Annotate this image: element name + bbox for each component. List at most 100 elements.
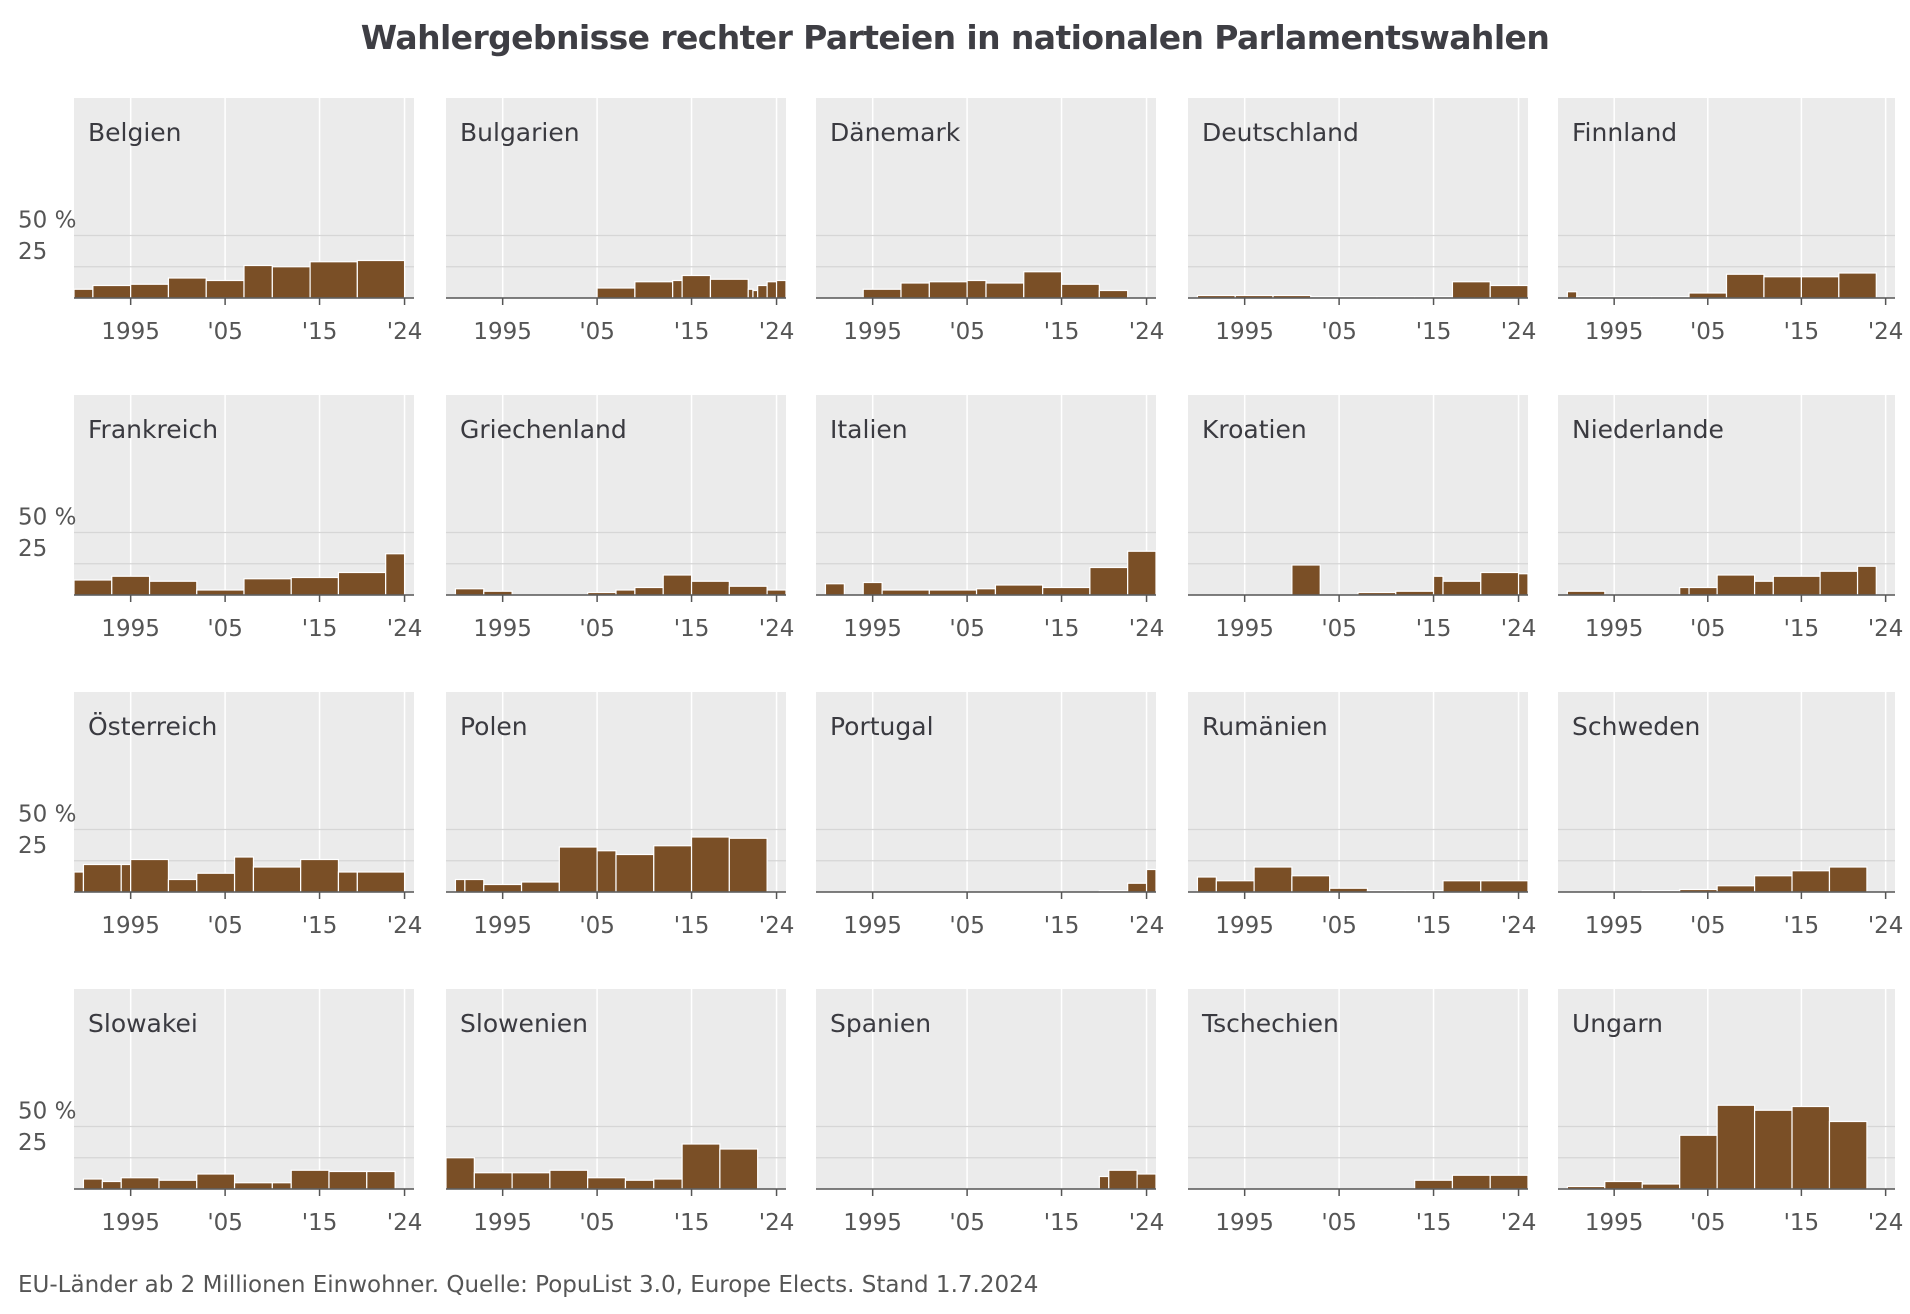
bar	[1856, 565, 1877, 596]
x-tick-label: '24	[1868, 319, 1904, 345]
bar	[1089, 566, 1129, 596]
bar	[1489, 284, 1529, 299]
x-tick-label: '05	[579, 319, 615, 345]
x-tick-label: '15	[1416, 319, 1452, 345]
panel-title: Ungarn	[1572, 1009, 1663, 1038]
panel-title: Schweden	[1572, 712, 1700, 741]
x-tick-label: 1995	[1585, 913, 1644, 939]
x-tick-label: '24	[387, 319, 423, 345]
bar	[290, 576, 340, 596]
bar	[205, 279, 245, 299]
bar	[233, 856, 255, 893]
bar	[1489, 1174, 1529, 1190]
bar	[1215, 880, 1255, 893]
x-tick-label: '15	[1784, 319, 1820, 345]
bar	[73, 871, 85, 893]
bar	[1679, 1134, 1718, 1190]
x-tick-label: '24	[1129, 616, 1165, 642]
bar	[167, 277, 207, 299]
x-tick-label: '24	[1868, 913, 1904, 939]
bar	[73, 288, 94, 299]
bar	[1828, 866, 1868, 893]
bar	[624, 1179, 655, 1190]
bar	[1136, 1173, 1157, 1190]
x-tick-label: 1995	[473, 319, 532, 345]
bar	[1127, 882, 1148, 893]
bar	[148, 580, 198, 596]
bar	[366, 1170, 396, 1190]
x-tick-label: '24	[387, 616, 423, 642]
bar	[775, 279, 787, 299]
bar	[1432, 575, 1444, 596]
bar	[328, 1170, 368, 1190]
x-tick-label: '24	[1868, 616, 1904, 642]
bar	[985, 282, 1025, 299]
panel-niederlande: 1995 '05 '15 '24 Niederlande	[1558, 395, 1903, 642]
panel-ungarn: 1995 '05 '15 '24 Ungarn	[1558, 989, 1903, 1236]
bar	[120, 1177, 160, 1190]
x-tick-label: '05	[1690, 616, 1726, 642]
bar	[356, 259, 406, 299]
bar	[728, 585, 768, 596]
panel-title: Kroatien	[1202, 415, 1307, 444]
panel-title: Polen	[460, 712, 528, 741]
x-tick-label: '24	[1129, 319, 1165, 345]
bar	[1098, 289, 1129, 299]
bar	[1108, 1169, 1138, 1190]
panel-title: Deutschland	[1202, 118, 1359, 147]
x-tick-label: '15	[302, 1210, 338, 1236]
bar	[101, 1180, 122, 1190]
x-tick-label: 1995	[1215, 319, 1274, 345]
x-tick-label: '15	[674, 616, 710, 642]
x-tick-label: '15	[1784, 1210, 1820, 1236]
x-tick-label: 1995	[101, 616, 160, 642]
bar	[82, 863, 122, 893]
x-tick-label: '05	[1690, 319, 1726, 345]
x-tick-label: '15	[1044, 616, 1080, 642]
x-tick-label: '05	[207, 1210, 243, 1236]
panel-title: Slowakei	[88, 1009, 198, 1038]
bar	[1517, 573, 1529, 596]
bar	[243, 578, 292, 596]
bar	[653, 1178, 683, 1190]
bar	[1716, 885, 1756, 893]
x-tick-label: '15	[1784, 913, 1820, 939]
panel-rumanien: 1995 '05 '15 '24 Rumänien	[1188, 692, 1536, 939]
x-tick-label: 1995	[1215, 1210, 1274, 1236]
panel-title: Slowenien	[460, 1009, 588, 1038]
bar	[271, 1182, 292, 1190]
x-tick-label: '05	[1321, 913, 1357, 939]
bar	[1098, 1175, 1110, 1190]
bar	[728, 837, 768, 893]
bar	[1725, 273, 1765, 299]
bar	[634, 586, 664, 596]
x-tick-label: '24	[759, 913, 795, 939]
x-tick-label: 1995	[843, 616, 902, 642]
bar	[1566, 291, 1578, 299]
bar	[454, 588, 485, 596]
bar	[596, 287, 636, 299]
bar	[337, 871, 358, 893]
bar	[290, 1169, 330, 1190]
panel-title: Rumänien	[1202, 712, 1328, 741]
bar	[309, 261, 358, 299]
bar	[662, 574, 693, 596]
x-tick-label: '24	[1501, 616, 1537, 642]
panel-title: Österreich	[88, 712, 217, 741]
panel-spanien: 1995 '05 '15 '24 Spanien	[816, 989, 1164, 1236]
panel-title: Belgien	[88, 118, 182, 147]
bar	[549, 1169, 589, 1190]
bar	[615, 853, 655, 893]
bar	[766, 281, 778, 299]
bar	[1679, 586, 1690, 596]
bar	[928, 281, 968, 299]
x-tick-label: 1995	[843, 1210, 902, 1236]
x-tick-label: '24	[387, 913, 423, 939]
x-tick-label: '15	[1044, 1210, 1080, 1236]
y-tick-label: 50 %	[18, 1099, 76, 1125]
panel-title: Spanien	[830, 1009, 931, 1038]
panel-title: Griechenland	[460, 415, 627, 444]
bar	[596, 850, 617, 893]
bar	[1763, 276, 1802, 299]
bar	[196, 1173, 236, 1190]
